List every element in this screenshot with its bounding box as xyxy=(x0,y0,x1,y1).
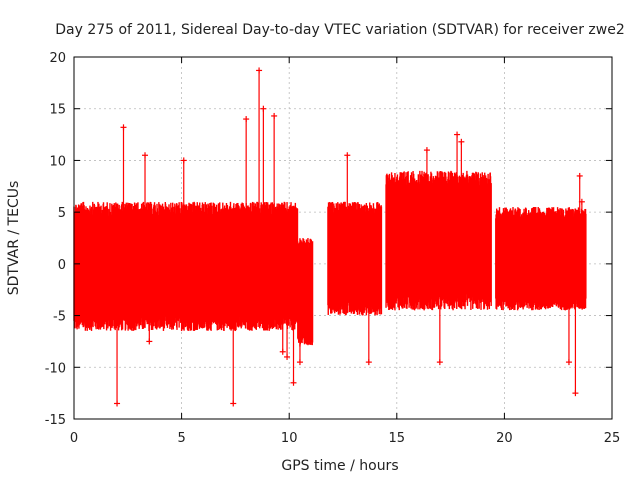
data-segment xyxy=(495,207,587,311)
data-band xyxy=(386,195,492,286)
data-band xyxy=(74,225,298,308)
data-segment xyxy=(385,170,492,311)
tick-layer: 0 5 10 15 20 25 -15 -10 -5 0 5 10 15 20 xyxy=(45,51,621,446)
y-tick-label: 20 xyxy=(49,51,66,66)
x-tick-label: 0 xyxy=(70,431,78,446)
y-tick-label: -10 xyxy=(45,361,66,376)
y-axis-label: SDTVAR / TECUs xyxy=(6,181,22,296)
y-tick-label: 5 xyxy=(58,206,66,221)
data-segment xyxy=(327,201,383,316)
data-band xyxy=(495,225,587,292)
x-tick-label: 10 xyxy=(281,431,298,446)
x-tick-label: 20 xyxy=(496,431,513,446)
data-segment xyxy=(73,201,299,332)
x-tick-label: 25 xyxy=(604,431,621,446)
data-band xyxy=(327,222,382,296)
y-tick-label: -5 xyxy=(53,310,66,325)
data-layer xyxy=(73,67,587,407)
y-tick-label: -15 xyxy=(45,413,66,428)
outlier-points xyxy=(114,67,585,407)
data-segment xyxy=(297,238,314,347)
y-tick-label: 10 xyxy=(49,154,66,169)
x-axis-label: GPS time / hours xyxy=(281,458,398,474)
y-tick-label: 15 xyxy=(49,103,66,118)
x-tick-label: 15 xyxy=(389,431,406,446)
y-tick-label: 0 xyxy=(58,258,66,273)
chart-title: Day 275 of 2011, Sidereal Day-to-day VTE… xyxy=(55,22,625,38)
x-tick-label: 5 xyxy=(177,431,185,446)
data-band xyxy=(297,257,313,328)
plot-frame xyxy=(73,56,613,420)
